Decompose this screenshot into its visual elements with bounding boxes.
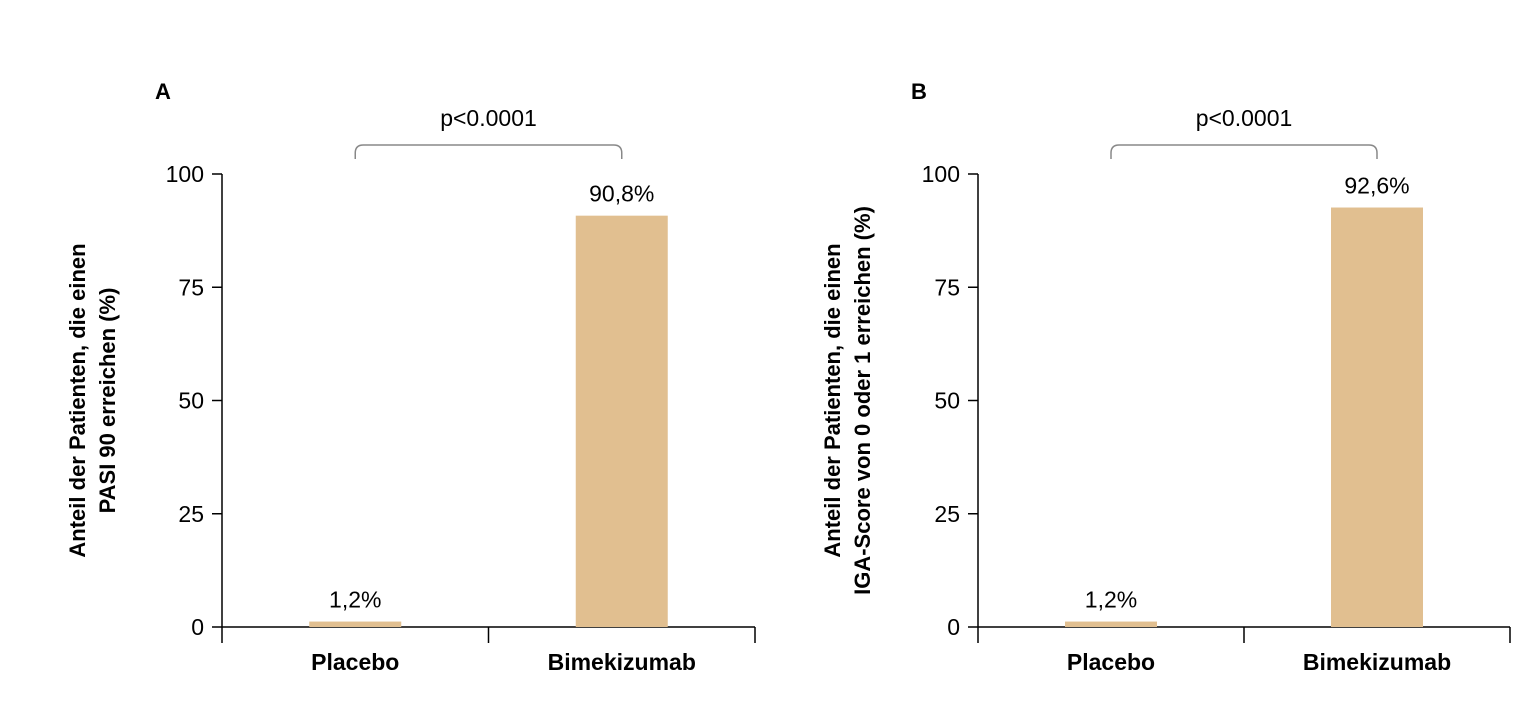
y-tick-label: 25 <box>934 501 960 527</box>
panel-letter: B <box>911 79 927 104</box>
p-value-label: p<0.0001 <box>440 105 537 131</box>
significance-bracket <box>1110 144 1378 159</box>
p-value-label: p<0.0001 <box>1196 105 1293 131</box>
panel-a: A Anteil der Patienten, die einen PASI 90 … <box>65 79 756 675</box>
y-tick-label: 50 <box>178 388 204 414</box>
bar-placebo <box>1065 621 1157 627</box>
bar-bimekizumab <box>575 215 668 627</box>
y-axis-label: Anteil der Patienten, die einen PASI 90 e… <box>65 243 120 557</box>
bar-bimekizumab <box>1331 207 1423 627</box>
y-axis-label-line: PASI 90 erreichen (%) <box>95 288 120 514</box>
y-tick-label: 75 <box>934 274 960 300</box>
bar-placebo <box>309 621 402 627</box>
y-tick-label: 75 <box>178 274 204 300</box>
bar-value-label: 1,2% <box>329 587 381 613</box>
y-tick-label: 0 <box>947 614 960 640</box>
significance-bracket <box>354 144 623 159</box>
bar-value-label: 90,8% <box>589 181 654 207</box>
category-label: Bimekizumab <box>1303 649 1451 675</box>
category-label: Placebo <box>311 649 399 675</box>
category-label: Placebo <box>1067 649 1155 675</box>
y-axis-label-line: IGA-Score von 0 oder 1 erreichen (%) <box>850 206 875 595</box>
y-tick-label: 100 <box>166 161 204 187</box>
y-axis-label-line: Anteil der Patienten, die einen <box>65 243 90 557</box>
y-tick-label: 0 <box>191 614 204 640</box>
y-axis-label: Anteil der Patienten, die einen IGA-Score… <box>820 206 875 595</box>
category-label: Bimekizumab <box>548 649 696 675</box>
panel-letter: A <box>155 79 171 104</box>
y-tick-label: 50 <box>934 388 960 414</box>
bar-value-label: 92,6% <box>1344 173 1409 199</box>
y-axis-label-line: Anteil der Patienten, die einen <box>820 243 845 557</box>
bar-value-label: 1,2% <box>1085 587 1137 613</box>
panel-b: B Anteil der Patienten, die einen IGA-Scor… <box>820 79 1511 675</box>
y-tick-label: 100 <box>922 161 960 187</box>
y-tick-label: 25 <box>178 501 204 527</box>
